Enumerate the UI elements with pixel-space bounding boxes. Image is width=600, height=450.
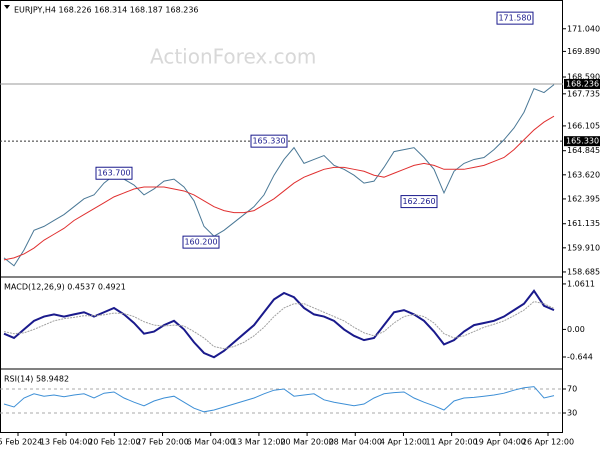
- annotation-label: 165.330: [252, 137, 285, 146]
- x-tick-label: 20 Feb 12:00: [88, 438, 140, 447]
- y-tick-label: 158.685: [567, 267, 600, 276]
- annotation-box: [250, 134, 288, 148]
- annotation-label: 171.580: [498, 14, 531, 23]
- y-tick-label: 161.135: [567, 219, 600, 228]
- y-tick-label: 70: [567, 385, 577, 394]
- series-line: [3, 386, 555, 413]
- y-tick-label: 168.590: [567, 72, 600, 81]
- x-tick-label: 4 Apr 12:00: [380, 438, 427, 447]
- annotation-box: [95, 166, 133, 180]
- level-label: 165.330: [566, 137, 599, 146]
- series-line: [3, 301, 555, 350]
- annotation-label: 162.260: [402, 197, 435, 206]
- y-tick-label: 163.620: [567, 170, 600, 179]
- title-arrow: [4, 5, 10, 9]
- x-tick-label: 13 Mar 12:00: [232, 438, 285, 447]
- x-tick-label: 13 Feb 04:00: [40, 438, 92, 447]
- series-line: [3, 84, 555, 267]
- y-tick-label: -0.644: [567, 353, 593, 362]
- y-tick-label: 0.00: [567, 325, 585, 334]
- annotation-box: [182, 235, 220, 249]
- y-tick-label: 167.735: [567, 89, 600, 98]
- annotation-label: 160.200: [184, 238, 217, 247]
- panel-title: RSI(14) 58.9482: [4, 375, 69, 384]
- x-tick-label: 28 Mar 04:00: [329, 438, 382, 447]
- y-tick-label: 159.910: [567, 243, 600, 252]
- y-tick-label: 169.890: [567, 47, 600, 56]
- series-line: [3, 115, 555, 261]
- y-tick-label: 164.845: [567, 146, 600, 155]
- y-tick-label: 171.040: [567, 24, 600, 33]
- plot-frame: [0, 0, 563, 433]
- panel-title: MACD(12,26,9) 0.4537 0.4921: [4, 283, 126, 292]
- price-box: [564, 136, 600, 147]
- y-tick-label: 30: [567, 409, 577, 418]
- x-tick-label: 20 Mar 20:00: [280, 438, 333, 447]
- price-box: [564, 78, 600, 89]
- annotation-box: [400, 195, 438, 209]
- panel-title: EURJPY,H4 168.226 168.314 168.187 168.23…: [14, 6, 199, 15]
- watermark: ActionForex.com: [150, 45, 316, 69]
- x-tick-label: 11 Apr 20:00: [426, 438, 478, 447]
- x-tick-label: 6 Mar 04:00: [187, 438, 235, 447]
- y-tick-label: 162.395: [567, 194, 600, 203]
- annotation-box: [496, 11, 534, 25]
- x-tick-label: 26 Apr 12:00: [522, 438, 574, 447]
- y-tick-label: 1.0611: [567, 279, 595, 288]
- x-tick-label: 27 Feb 20:00: [136, 438, 188, 447]
- y-tick-label: 166.105: [567, 121, 600, 130]
- annotation-label: 163.700: [97, 169, 130, 178]
- last-price-label: 168.236: [566, 79, 599, 88]
- x-tick-label: 19 Apr 04:00: [474, 438, 526, 447]
- x-tick-label: 5 Feb 2024: [0, 438, 42, 447]
